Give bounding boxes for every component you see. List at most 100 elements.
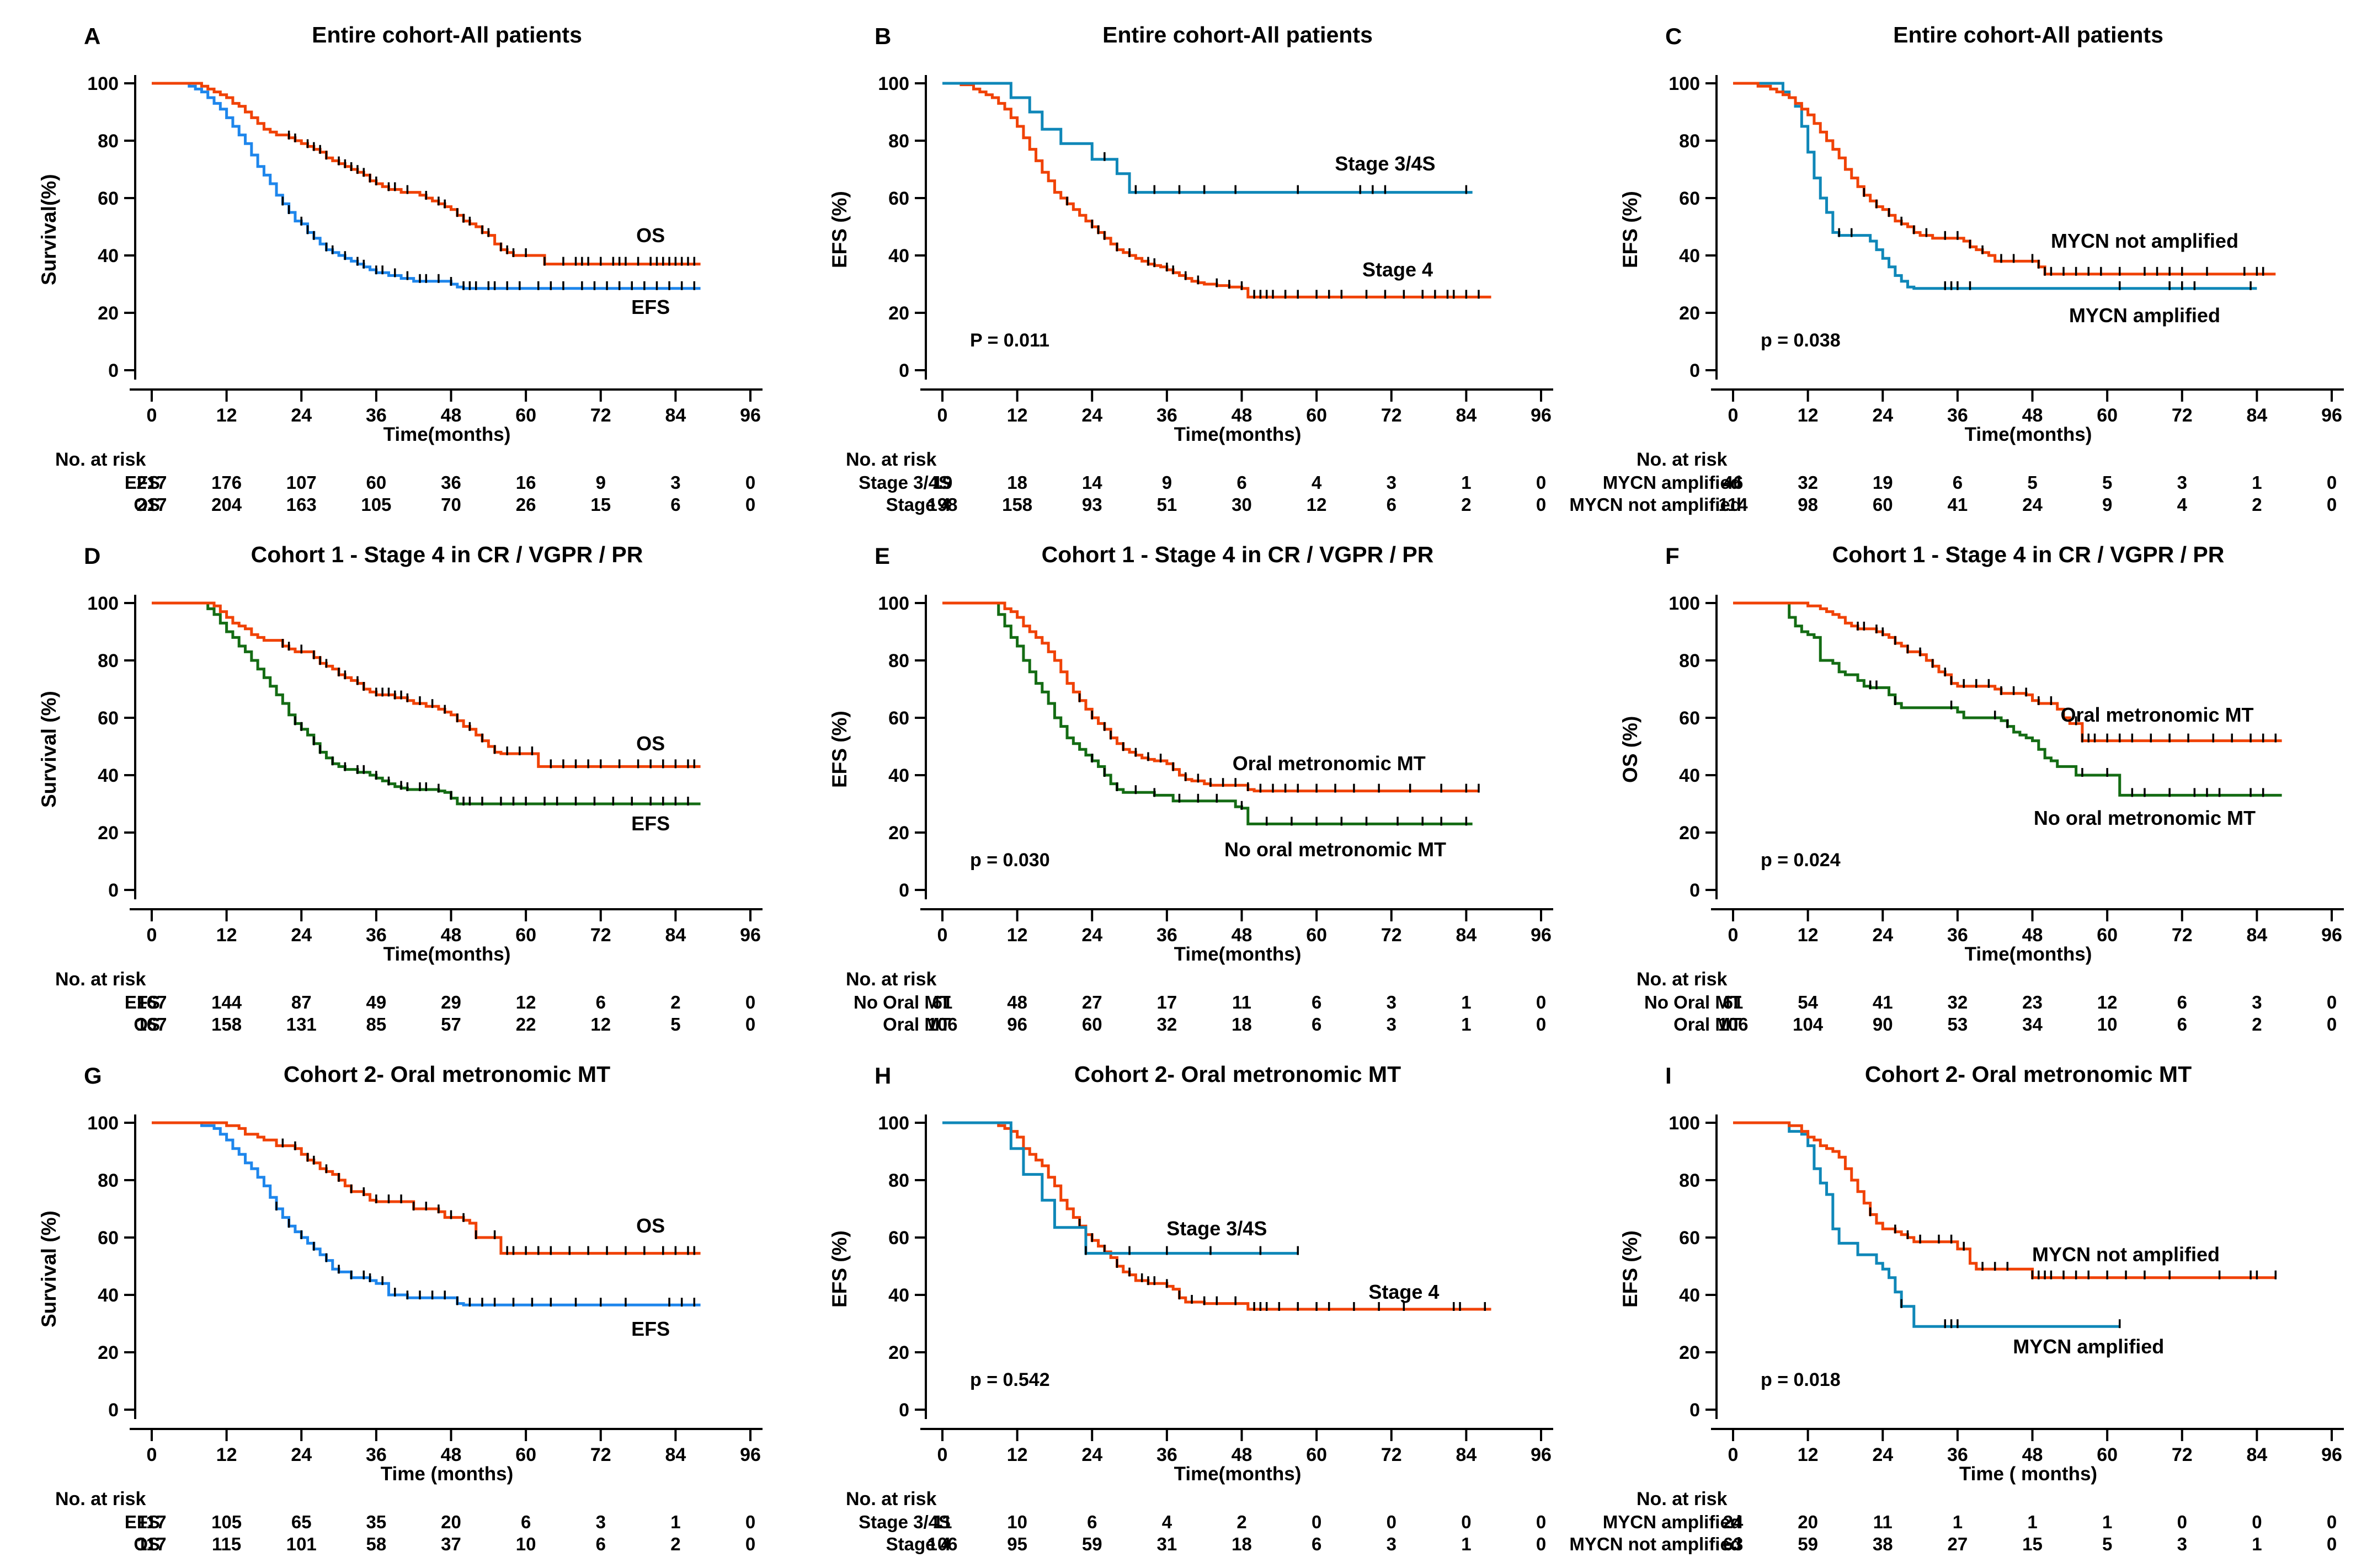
risk-count: 0 (745, 1534, 756, 1554)
panel-letter: B (875, 23, 892, 49)
svg-text:24: 24 (1872, 405, 1893, 426)
risk-count: 3 (1386, 472, 1396, 493)
km-plot-canvas: 0 20 40 60 80 100 0 12 24 36 48 60 72 84 96 (878, 593, 1553, 946)
svg-text:60: 60 (98, 1228, 119, 1249)
svg-text:96: 96 (1531, 925, 1552, 946)
risk-count: 12 (1306, 494, 1327, 515)
svg-text:20: 20 (1679, 823, 1700, 844)
risk-count: 106 (927, 1014, 958, 1034)
curve-label: Stage 4 (1368, 1280, 1440, 1303)
risk-count: 117 (137, 1534, 167, 1554)
svg-text:84: 84 (2246, 1444, 2267, 1465)
risk-count: 107 (286, 472, 317, 493)
svg-text:48: 48 (2022, 405, 2043, 426)
svg-text:0: 0 (899, 360, 909, 381)
risk-count: 104 (1793, 1014, 1824, 1034)
risk-count: 115 (212, 1534, 242, 1554)
risk-count: 38 (1872, 1534, 1893, 1554)
risk-count: 4 (1311, 472, 1322, 493)
risk-count: 12 (2097, 992, 2118, 1012)
risk-table: No. at risk EFS OS 217 176 107 60 36 16 9 3 0 217… (22, 449, 813, 529)
svg-text:20: 20 (98, 1342, 119, 1363)
svg-text:72: 72 (590, 405, 611, 426)
risk-count: 15 (2022, 1534, 2043, 1554)
km-plot-canvas: 0 20 40 60 80 100 0 12 24 36 48 60 72 84 96 (1669, 1113, 2344, 1465)
risk-count: 24 (1723, 1512, 1744, 1532)
risk-row-label: MYCN amplified (1602, 1512, 1741, 1532)
risk-count: 48 (1007, 992, 1027, 1012)
km-plot-canvas: 0 20 40 60 80 100 0 12 24 36 48 60 72 84 96 (87, 73, 763, 426)
curve-label: No oral metronomic MT (2033, 807, 2256, 829)
risk-count: 51 (1156, 494, 1177, 515)
risk-count: 0 (1536, 472, 1547, 493)
svg-text:36: 36 (366, 1444, 387, 1465)
svg-text:36: 36 (366, 925, 387, 946)
risk-count: 0 (1386, 1512, 1396, 1532)
risk-count: 59 (1081, 1534, 1102, 1554)
svg-text:36: 36 (1947, 1444, 1968, 1465)
risk-count: 19 (932, 472, 953, 493)
risk-count: 9 (1161, 472, 1172, 493)
risk-count: 0 (745, 1014, 756, 1034)
curve-label: OS (636, 732, 665, 755)
risk-count: 0 (1536, 1014, 1547, 1034)
svg-text:24: 24 (291, 925, 312, 946)
risk-count: 204 (211, 494, 242, 515)
risk-count: 167 (136, 1014, 167, 1034)
svg-text:0: 0 (147, 1444, 157, 1465)
risk-count: 6 (1952, 472, 1963, 493)
svg-text:40: 40 (888, 246, 909, 266)
risk-count: 4 (1161, 1512, 1172, 1532)
curve-label: EFS (631, 1318, 670, 1341)
risk-count: 1 (2027, 1512, 2038, 1532)
risk-count: 0 (1536, 1512, 1547, 1532)
svg-text:84: 84 (665, 925, 686, 946)
svg-text:80: 80 (98, 131, 119, 152)
svg-text:60: 60 (98, 708, 119, 729)
panel-letter: F (1665, 543, 1680, 569)
risk-count: 60 (1081, 1014, 1102, 1034)
svg-text:80: 80 (1679, 1170, 1700, 1191)
curve-label: OS (636, 1214, 665, 1238)
svg-text:100: 100 (1669, 593, 1700, 614)
risk-table-header: No. at risk (1637, 449, 1728, 470)
km-panel-C: C Entire cohort-All patients EFS (%) 0 20… (1569, 9, 2350, 515)
svg-text:40: 40 (98, 246, 119, 266)
panel-title: Cohort 2- Oral metronomic MT (283, 1062, 611, 1087)
risk-count: 3 (670, 472, 681, 493)
risk-count: 1 (1461, 472, 1472, 493)
risk-count: 0 (745, 992, 756, 1012)
svg-text:60: 60 (1306, 1444, 1327, 1465)
x-axis-label: Time ( months) (1959, 1463, 2098, 1485)
risk-count: 37 (441, 1534, 461, 1554)
risk-count: 6 (2177, 992, 2187, 1012)
curve-label: EFS (631, 295, 670, 318)
risk-count: 20 (1798, 1512, 1818, 1532)
km-panel-I: I Cohort 2- Oral metronomic MT EFS (%) 0… (1569, 1048, 2350, 1554)
p-value-label: p = 0.038 (1761, 330, 1841, 351)
risk-count: 4 (2177, 494, 2187, 515)
p-value-label: p = 0.030 (970, 850, 1050, 871)
curve-label: Stage 4 (1362, 258, 1433, 281)
risk-count: 12 (515, 992, 536, 1012)
risk-count: 0 (2326, 1512, 2337, 1532)
panel-title: Entire cohort-All patients (312, 22, 582, 47)
risk-count: 60 (366, 472, 387, 493)
risk-count: 1 (670, 1512, 681, 1532)
risk-count: 18 (1007, 472, 1027, 493)
panel-title: Entire cohort-All patients (1102, 22, 1373, 47)
risk-table-header: No. at risk (55, 1489, 146, 1510)
risk-count: 60 (1872, 494, 1893, 515)
svg-text:12: 12 (1007, 1444, 1028, 1465)
curve-label: EFS (631, 812, 670, 835)
svg-text:24: 24 (1872, 1444, 1893, 1465)
risk-count: 87 (291, 992, 312, 1012)
panel-letter: A (84, 23, 101, 49)
risk-count: 70 (441, 494, 461, 515)
svg-text:20: 20 (98, 303, 119, 324)
risk-count: 0 (745, 472, 756, 493)
risk-count: 1 (1461, 1014, 1472, 1034)
risk-count: 167 (136, 992, 167, 1012)
risk-row-label: Oral MT (883, 1014, 951, 1034)
svg-text:36: 36 (366, 405, 387, 426)
